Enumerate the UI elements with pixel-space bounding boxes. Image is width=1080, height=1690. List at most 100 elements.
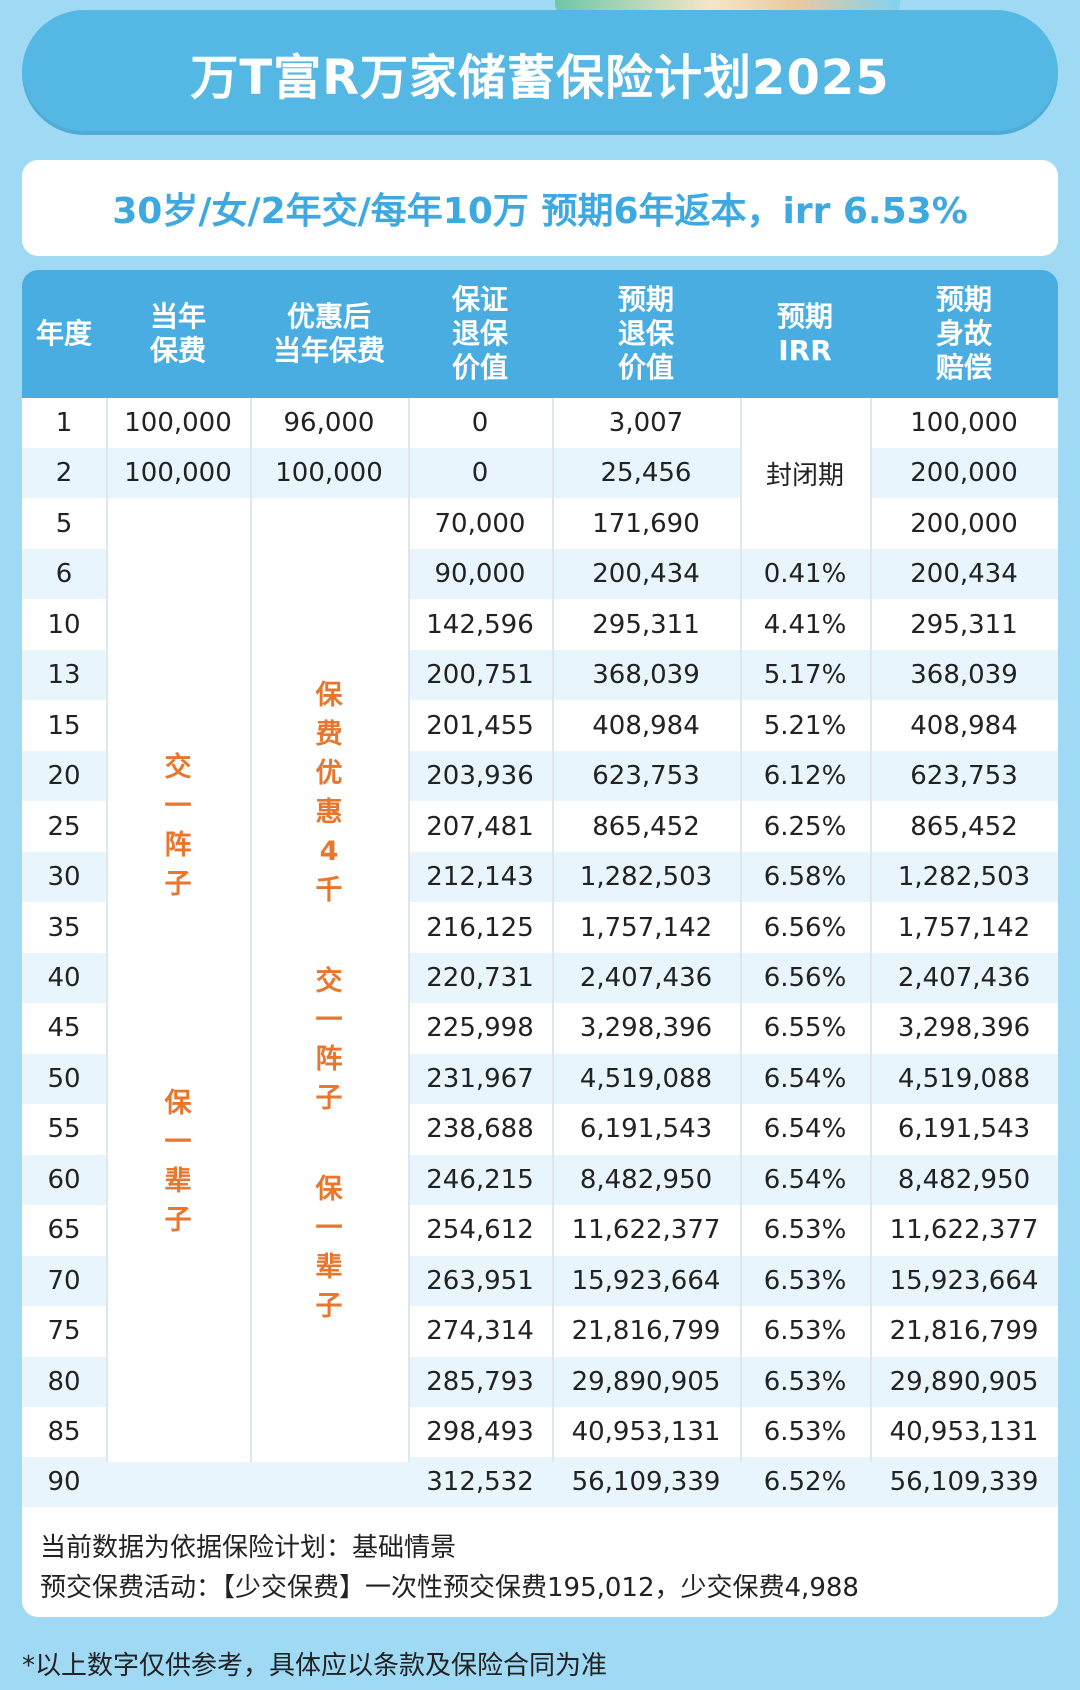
note-char: 阵: [315, 1044, 343, 1075]
cell-year: 35: [47, 912, 81, 943]
cell-guaranteed-value: 200,751: [426, 660, 534, 691]
cell-expected-irr: 5.21%: [763, 710, 847, 741]
prepay-note: 预交保费活动：【少交保费】一次性预交保费195,012，少交保费4,988: [40, 1573, 859, 1603]
cell-death-benefit: 865,452: [910, 811, 1018, 842]
cell-expected-value: 171,690: [592, 508, 700, 539]
note-char: 千: [315, 875, 343, 906]
cell-death-benefit: 408,984: [910, 710, 1018, 741]
cell-death-benefit: 100,000: [910, 408, 1018, 438]
cell-expected-irr: 6.54%: [763, 1164, 847, 1195]
cell-guaranteed-value: 70,000: [434, 508, 526, 539]
note-char: 一: [164, 791, 192, 822]
cell-year: 25: [47, 811, 81, 842]
cell-death-benefit: 8,482,950: [897, 1164, 1031, 1195]
cell-year: 6: [55, 559, 73, 590]
table-row: 35 216,125 1,757,142 6.56% 1,757,142: [22, 903, 1058, 953]
note-char: 辈: [315, 1252, 343, 1283]
table-header: 年度 当年 保费 优惠后 当年保费 保证 退保 价值 预期 退保 价值 预期 I…: [22, 270, 1058, 398]
plan-summary: 30岁/女/2年交/每年10万 预期6年返本，irr 6.53%: [112, 191, 968, 232]
scenario-note: 当前数据为依据保险计划：基础情景: [40, 1533, 457, 1563]
column-divider: [250, 398, 252, 1462]
cell-death-benefit: 623,753: [910, 761, 1018, 792]
cell-premium: 100,000: [124, 408, 232, 438]
table-row: 75 274,314 21,816,799 6.53% 21,816,799: [22, 1306, 1058, 1356]
cell-expected-irr: 4.41%: [763, 609, 847, 640]
note-char: 4: [319, 836, 339, 867]
cell-expected-value: 11,622,377: [571, 1215, 721, 1246]
header-discounted-premium: 优惠后 当年保费: [272, 300, 385, 367]
cell-guaranteed-value: 216,125: [426, 912, 534, 943]
cell-year: 13: [47, 660, 81, 691]
cell-expected-value: 200,434: [592, 559, 700, 590]
cell-expected-irr: 6.55%: [763, 1013, 847, 1044]
cell-year: 45: [47, 1013, 81, 1044]
cell-guaranteed-value: 142,596: [426, 609, 534, 640]
benefit-table: 年度 当年 保费 优惠后 当年保费 保证 退保 价值 预期 退保 价值 预期 I…: [22, 270, 1058, 1617]
cell-guaranteed-value: 207,481: [426, 811, 534, 842]
cell-guaranteed-value: 254,612: [426, 1215, 534, 1246]
plan-notes: 当前数据为依据保险计划：基础情景 预交保费活动：【少交保费】一次性预交保费195…: [40, 1528, 859, 1608]
cell-year: 75: [47, 1316, 81, 1347]
cell-guaranteed-value: 0: [471, 408, 489, 438]
cell-expected-value: 25,456: [600, 458, 692, 489]
cell-expected-irr: 6.53%: [763, 1417, 847, 1447]
cell-expected-value: 3,298,396: [579, 1013, 713, 1044]
cell-expected-value: 4,519,088: [579, 1063, 713, 1094]
cell-expected-irr: 6.53%: [763, 1215, 847, 1246]
cell-guaranteed-value: 212,143: [426, 862, 534, 893]
cell-death-benefit: 4,519,088: [897, 1063, 1031, 1094]
table-row: 1 100,000 96,000 0 3,007 100,000: [22, 398, 1058, 448]
note-char: 交: [315, 966, 343, 997]
cell-year: 50: [47, 1063, 81, 1094]
cell-death-benefit: 15,923,664: [889, 1265, 1039, 1296]
cell-death-benefit: 200,434: [910, 559, 1018, 590]
note-char: 子: [164, 869, 192, 900]
note-char: 优: [315, 758, 343, 789]
cell-guaranteed-value: 246,215: [426, 1164, 534, 1195]
note-char: 子: [164, 1205, 192, 1236]
disclaimer: *以上数字仅供参考，具体应以条款及保险合同为准: [22, 1651, 608, 1681]
note-char: 一: [164, 1127, 192, 1158]
cell-year: 60: [47, 1164, 81, 1195]
note-char: 保: [164, 1088, 192, 1119]
table-row: 15 201,455 408,984 5.21% 408,984: [22, 701, 1058, 751]
cell-death-benefit: 56,109,339: [889, 1467, 1039, 1498]
cell-expected-value: 56,109,339: [571, 1467, 721, 1498]
table-row: 45 225,998 3,298,396 6.55% 3,298,396: [22, 1003, 1058, 1053]
cell-expected-irr: 6.52%: [763, 1467, 847, 1498]
closed-period-area: [740, 398, 870, 548]
cell-death-benefit: 2,407,436: [897, 962, 1031, 993]
table-row: 5 70,000 171,690 200,000: [22, 499, 1058, 549]
note-char: 保: [315, 680, 343, 711]
cell-death-benefit: 368,039: [910, 660, 1018, 691]
cell-year: 30: [47, 862, 81, 893]
cell-death-benefit: 40,953,131: [889, 1417, 1039, 1447]
cell-guaranteed-value: 225,998: [426, 1013, 534, 1044]
cell-guaranteed-value: 238,688: [426, 1114, 534, 1145]
cell-death-benefit: 11,622,377: [889, 1215, 1039, 1246]
cell-expected-value: 29,890,905: [571, 1366, 721, 1397]
cell-expected-irr: 6.53%: [763, 1265, 847, 1296]
cell-expected-value: 1,282,503: [579, 862, 713, 893]
cell-expected-value: 1,757,142: [579, 912, 713, 943]
cell-guaranteed-value: 263,951: [426, 1265, 534, 1296]
table-row: 2 100,000 100,000 0 25,456 200,000: [22, 448, 1058, 499]
cell-expected-value: 8,482,950: [579, 1164, 713, 1195]
cell-year: 55: [47, 1114, 81, 1145]
cell-death-benefit: 21,816,799: [889, 1316, 1039, 1347]
note-char: 辈: [164, 1166, 192, 1197]
cell-expected-value: 40,953,131: [571, 1417, 721, 1447]
cell-expected-value: 21,816,799: [571, 1316, 721, 1347]
premium-vertical-note: 交一阵子保一辈子: [148, 748, 208, 1240]
cell-expected-irr: 6.25%: [763, 811, 847, 842]
header-expected-irr: 预期 IRR: [776, 300, 833, 367]
table-row: 55 238,688 6,191,543 6.54% 6,191,543: [22, 1104, 1058, 1154]
cell-expected-value: 6,191,543: [579, 1114, 713, 1145]
cell-death-benefit: 29,890,905: [889, 1366, 1039, 1397]
cell-year: 10: [47, 609, 81, 640]
cell-year: 65: [47, 1215, 81, 1246]
column-divider: [870, 398, 872, 1462]
cell-expected-value: 623,753: [592, 761, 700, 792]
header-premium: 当年 保费: [149, 300, 206, 367]
